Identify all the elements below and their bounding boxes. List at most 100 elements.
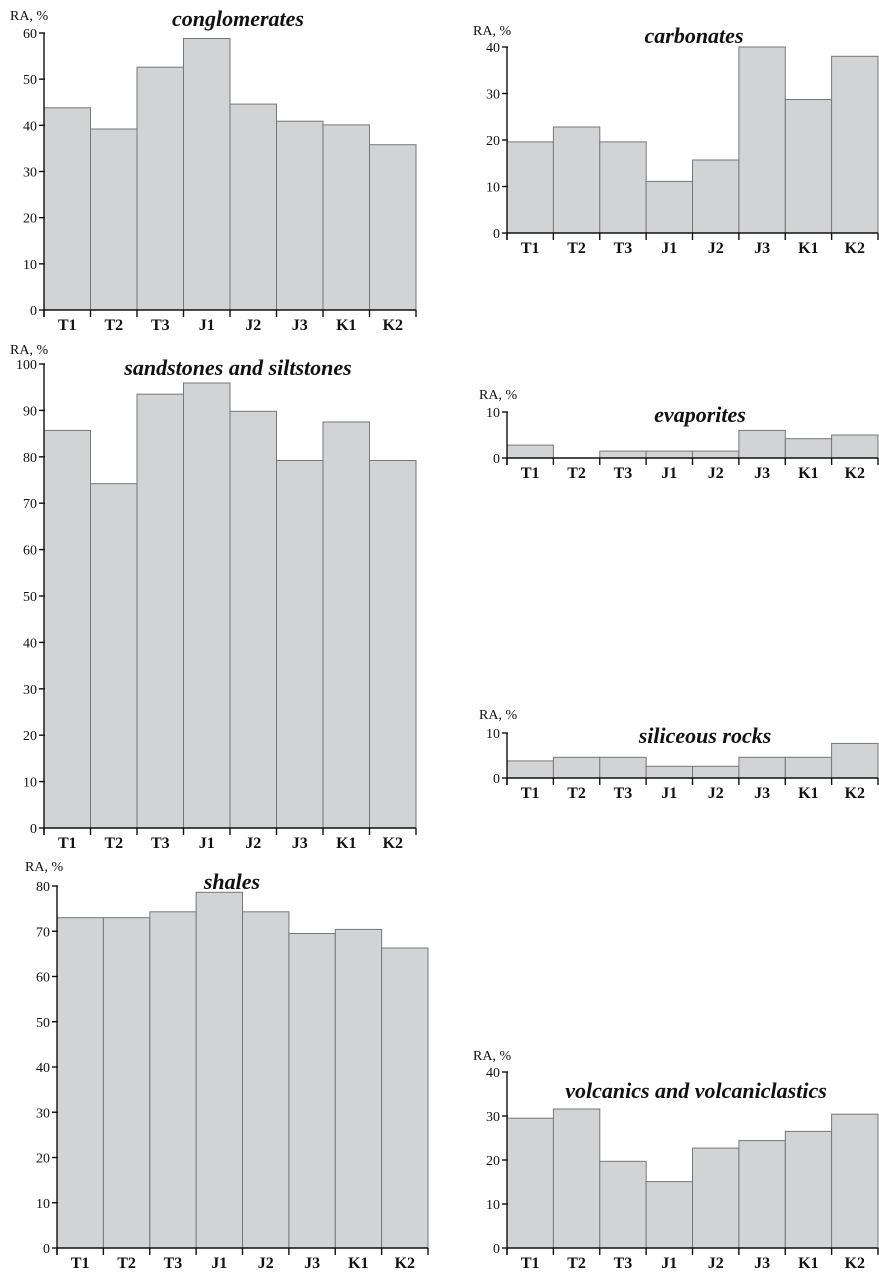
x-tick-label: J2 [708, 1255, 724, 1272]
bar-T1 [506, 760, 554, 779]
y-tick-label: 60 [23, 544, 37, 559]
bar-T1 [43, 107, 91, 311]
bar-K2 [831, 55, 879, 234]
bar-T1 [506, 1117, 554, 1249]
chart-title: volcanics and volcaniclastics [565, 1078, 827, 1103]
x-tick-label: K1 [798, 1255, 818, 1272]
x-tick-label: K2 [845, 465, 865, 482]
x-tick-label: K2 [845, 1255, 865, 1272]
y-tick-label: 80 [23, 451, 37, 466]
x-tick-label: K1 [336, 317, 356, 334]
y-tick-label: 50 [23, 590, 37, 605]
bar-T1 [43, 429, 91, 829]
bar-J1 [183, 382, 231, 829]
y-axis-label: RA, % [479, 708, 517, 723]
bar-T3 [136, 393, 184, 829]
y-tick-label: 10 [486, 406, 500, 421]
bar-J3 [738, 46, 786, 234]
x-tick-label: K2 [395, 1255, 415, 1272]
x-tick-label: J1 [211, 1255, 227, 1272]
y-tick-label: 40 [23, 119, 37, 134]
y-tick-label: 100 [16, 358, 37, 373]
y-tick-label: 40 [23, 636, 37, 651]
bar-J2 [692, 765, 740, 779]
bar-T1 [56, 917, 104, 1249]
bar-T3 [599, 756, 647, 779]
bar-K2 [369, 144, 417, 311]
bar-K1 [784, 1130, 833, 1249]
x-tick-label: K2 [383, 317, 403, 334]
x-tick-label: K2 [845, 240, 865, 257]
bar-K1 [784, 438, 833, 459]
y-tick-label: 20 [23, 212, 37, 227]
bar-K2 [831, 434, 879, 459]
x-tick-label: T2 [104, 835, 123, 852]
x-tick-label: T2 [104, 317, 123, 334]
x-tick-label: J3 [292, 317, 308, 334]
y-tick-label: 70 [23, 497, 37, 512]
bar-K1 [334, 928, 383, 1249]
x-tick-label: T3 [151, 835, 170, 852]
y-tick-label: 60 [23, 27, 37, 42]
y-tick-label: 20 [486, 1154, 500, 1169]
x-tick-label: T1 [58, 835, 77, 852]
bar-K1 [784, 99, 833, 234]
y-tick-label: 0 [43, 1242, 50, 1257]
bar-J3 [276, 120, 324, 311]
x-tick-label: J2 [245, 835, 261, 852]
chart-shales: 0 10 20 30 40 50 60 70 80 T1 T2 T3 J1 J2 J3 K1 K2 RA, % sh… [25, 860, 429, 1272]
y-tick-label: 20 [486, 134, 500, 149]
bar-J1 [645, 180, 693, 234]
chart-conglomerates: 0 10 20 30 40 50 60 T1 T2 T3 J1 J2 J3 K1 K2 RA, % conglo… [10, 6, 417, 334]
chart-sandstones-and-siltstones: 0 10 20 30 40 50 60 70 80 90 100 T1 T2 T3 J1 J2 J3 K1 K2 RA… [10, 343, 417, 852]
bar-K2 [369, 460, 417, 829]
x-tick-label: J3 [304, 1255, 320, 1272]
y-tick-label: 50 [36, 1016, 50, 1031]
bar-T3 [599, 450, 647, 459]
x-tick-label: J2 [258, 1255, 274, 1272]
bar-J3 [738, 1140, 786, 1249]
bar-J3 [738, 756, 786, 779]
y-tick-label: 80 [36, 880, 50, 895]
y-tick-label: 30 [486, 1110, 500, 1125]
bar-J2 [229, 103, 277, 311]
bar-J1 [195, 891, 244, 1249]
bar-K2 [381, 947, 429, 1249]
y-axis-label: RA, % [479, 388, 517, 403]
x-tick-label: T3 [614, 785, 633, 802]
chart-volcanics-and-volcaniclastics: 0 10 20 30 40 T1 T2 T3 J1 J2 J3 K1 K2 RA, % volcanics … [473, 1049, 879, 1272]
x-tick-label: K1 [348, 1255, 368, 1272]
bar-J2 [692, 450, 740, 459]
y-axis-label: RA, % [473, 1049, 511, 1064]
x-tick-label: J3 [292, 835, 308, 852]
bar-T2 [90, 483, 138, 829]
y-tick-label: 10 [486, 181, 500, 196]
y-tick-label: 70 [36, 925, 50, 940]
y-tick-label: 0 [493, 1242, 500, 1257]
y-tick-label: 10 [36, 1197, 50, 1212]
x-tick-label: K1 [798, 785, 818, 802]
bar-T2 [552, 1108, 601, 1249]
x-tick-label: K2 [845, 785, 865, 802]
bar-T2 [552, 756, 601, 779]
bar-J1 [645, 450, 693, 459]
y-axis-label: RA, % [10, 343, 48, 358]
x-tick-label: J3 [754, 240, 770, 257]
x-tick-label: J2 [708, 785, 724, 802]
bar-T3 [136, 66, 184, 311]
bar-J3 [276, 460, 324, 829]
x-tick-label: T1 [521, 465, 540, 482]
x-tick-label: J2 [245, 317, 261, 334]
y-tick-label: 90 [23, 404, 37, 419]
chart-title: carbonates [645, 23, 744, 48]
bar-J2 [692, 159, 740, 234]
bar-J2 [242, 911, 290, 1249]
x-tick-label: T3 [614, 240, 633, 257]
bar-J1 [645, 765, 693, 779]
y-tick-label: 20 [23, 729, 37, 744]
y-tick-label: 0 [493, 227, 500, 242]
y-tick-label: 10 [486, 727, 500, 742]
bar-K1 [322, 421, 370, 829]
y-tick-label: 0 [30, 304, 37, 319]
bar-T3 [149, 911, 197, 1249]
